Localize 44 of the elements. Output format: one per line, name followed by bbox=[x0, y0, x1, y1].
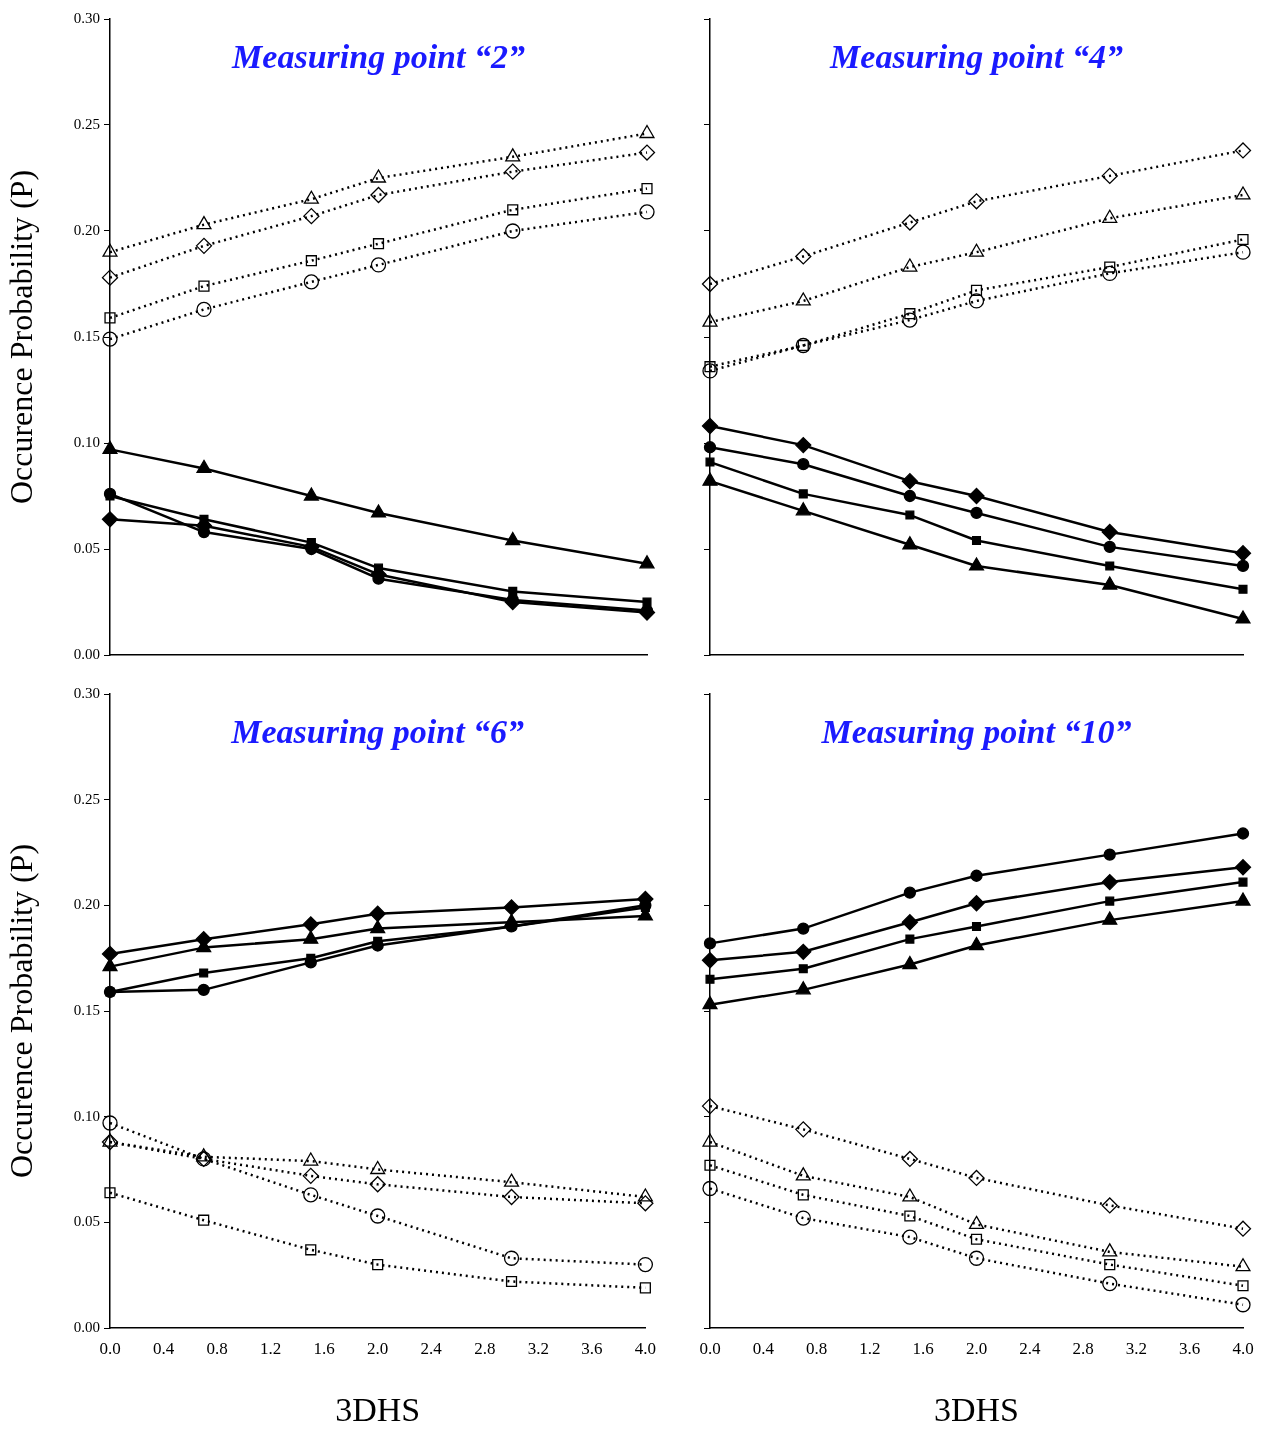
x-tick-label: 0.0 bbox=[99, 1338, 121, 1358]
x-tick-label: 0.8 bbox=[206, 1338, 228, 1358]
x-tick-label: 2.0 bbox=[367, 1338, 389, 1358]
y-tick-label: 0.15 bbox=[73, 327, 100, 344]
x-tick-label: 0.8 bbox=[805, 1338, 828, 1358]
x-tick-label: 0.4 bbox=[752, 1338, 775, 1358]
x-tick-label: 1.6 bbox=[912, 1338, 934, 1358]
y-tick-label: 0.25 bbox=[73, 115, 100, 132]
y-tick-label: 0.05 bbox=[73, 539, 100, 556]
x-tick-label: 2.4 bbox=[420, 1338, 443, 1358]
text: Measuring point “6” bbox=[230, 712, 525, 750]
y-tick-label: 0.15 bbox=[73, 1001, 100, 1018]
text: Measuring point “10” bbox=[820, 712, 1132, 750]
y-tick-label: 0.20 bbox=[73, 896, 100, 913]
y-tick-label: 0.00 bbox=[73, 1318, 100, 1335]
x-tick-label: 3.2 bbox=[1125, 1338, 1148, 1358]
x-axis-title: 3DHS bbox=[335, 1390, 421, 1428]
y-tick-label: 0.20 bbox=[73, 221, 100, 238]
x-tick-label: 3.6 bbox=[581, 1338, 603, 1358]
y-tick-label: 0.10 bbox=[73, 1107, 100, 1124]
text: Measuring point “2” bbox=[231, 37, 525, 75]
x-tick-label: 2.0 bbox=[965, 1338, 988, 1358]
y-axis-title: Occurence Probability (P) bbox=[2, 169, 39, 505]
x-tick-label: 1.2 bbox=[259, 1338, 282, 1358]
x-tick-label: 1.2 bbox=[859, 1338, 881, 1358]
x-tick-label: 2.8 bbox=[1072, 1338, 1094, 1358]
y-tick-label: 0.05 bbox=[73, 1213, 100, 1230]
x-tick-label: 0.4 bbox=[152, 1338, 175, 1358]
x-axis-title: 3DHS bbox=[933, 1390, 1020, 1428]
y-tick-label: 0.30 bbox=[73, 684, 100, 701]
y-tick-label: 0.30 bbox=[73, 9, 100, 26]
x-tick-label: 1.6 bbox=[313, 1338, 335, 1358]
y-tick-label: 0.10 bbox=[73, 433, 100, 450]
x-tick-label: 3.6 bbox=[1179, 1338, 1201, 1358]
y-tick-label: 0.25 bbox=[73, 790, 100, 807]
y-tick-label: 0.00 bbox=[73, 645, 100, 662]
x-tick-label: 0.0 bbox=[699, 1338, 721, 1358]
x-tick-label: 3.2 bbox=[527, 1338, 549, 1358]
text: Measuring point “4” bbox=[829, 37, 1123, 75]
x-tick-label: 2.4 bbox=[1019, 1338, 1041, 1358]
x-tick-label: 4.0 bbox=[1232, 1338, 1254, 1358]
y-axis-title: Occurence Probability (P) bbox=[2, 843, 39, 1179]
x-tick-label: 4.0 bbox=[634, 1338, 656, 1358]
x-tick-label: 2.8 bbox=[474, 1338, 496, 1358]
